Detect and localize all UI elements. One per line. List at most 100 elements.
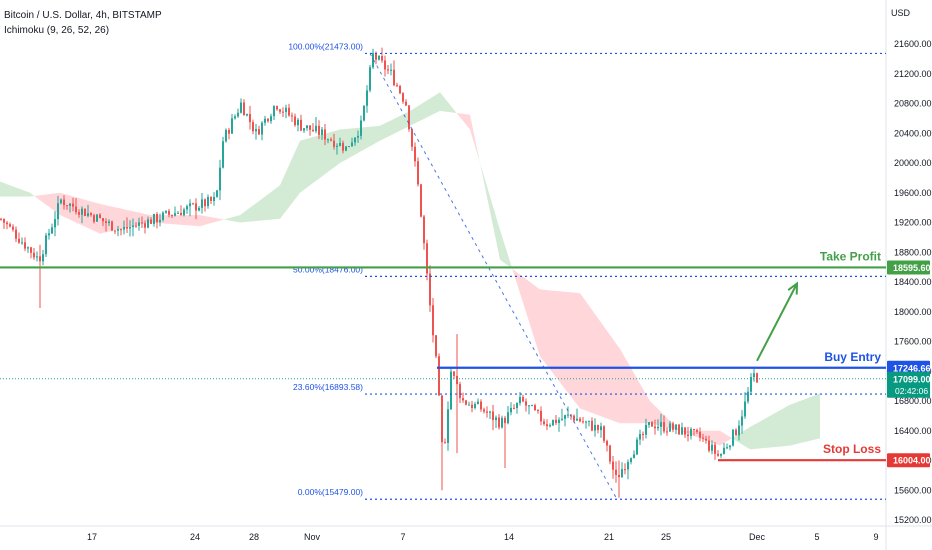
candle-body <box>483 409 485 412</box>
candle-body <box>144 223 146 228</box>
candle-body <box>519 397 521 404</box>
candle-body <box>147 219 149 228</box>
fib-level-label: 100.00%(21473.00) <box>288 41 363 51</box>
candle-body <box>369 67 371 91</box>
candle-body <box>561 418 563 420</box>
price-tick-label: 20800.00 <box>894 99 932 109</box>
price-tick-label: 15600.00 <box>894 485 932 495</box>
candle <box>630 457 632 465</box>
candle-body <box>78 212 80 215</box>
candle-body <box>3 218 5 223</box>
indicator-label[interactable]: Ichimoku (9, 26, 52, 26) <box>4 25 110 36</box>
candle-body <box>297 119 299 126</box>
candle <box>111 220 113 232</box>
candle <box>408 104 410 132</box>
last-price-tag: 17099.00 <box>893 374 931 384</box>
stop-loss-price-tag-bg <box>887 453 930 468</box>
candle <box>327 138 329 144</box>
candle-body <box>129 227 131 229</box>
candle-body <box>342 142 344 151</box>
candle-body <box>582 421 584 423</box>
candle <box>324 124 326 146</box>
price-tick-label: 19200.00 <box>894 218 932 228</box>
candle-body <box>453 371 455 376</box>
candle <box>3 218 5 229</box>
candle <box>483 407 485 414</box>
candle-body <box>126 227 128 229</box>
candle <box>183 207 185 217</box>
candle <box>126 217 128 234</box>
candle-body <box>402 93 404 102</box>
price-tick-label: 18400.00 <box>894 277 932 287</box>
candle-body <box>27 247 29 249</box>
candle-body <box>366 90 368 106</box>
candle <box>9 222 11 228</box>
candle-body <box>306 125 308 129</box>
candle-body <box>30 247 32 253</box>
candle <box>756 372 758 383</box>
candle <box>699 427 701 442</box>
price-tick-label: 20000.00 <box>894 158 932 168</box>
candle-body <box>114 230 116 232</box>
candle <box>666 427 668 436</box>
candle <box>507 406 509 425</box>
candle <box>525 398 527 412</box>
candle <box>411 128 413 152</box>
candle-body <box>408 105 410 130</box>
candle <box>360 115 362 140</box>
candle <box>264 115 266 126</box>
candle <box>120 228 122 236</box>
ichimoku-cloud-segment <box>34 192 222 234</box>
candle-body <box>333 140 335 147</box>
price-tick-label: 21200.00 <box>894 69 932 79</box>
candle <box>258 125 260 135</box>
last-price-tag-bg <box>887 371 930 398</box>
candle-body <box>345 146 347 151</box>
candle <box>738 420 740 441</box>
projection-arrow-head <box>787 281 799 295</box>
candle <box>105 218 107 232</box>
candle <box>102 217 104 227</box>
candle <box>273 105 275 120</box>
candle-body <box>123 227 125 230</box>
candle-body <box>612 461 614 470</box>
candle-body <box>696 429 698 432</box>
candle <box>159 213 161 227</box>
candle <box>663 415 665 434</box>
candle <box>204 198 206 212</box>
candle <box>198 206 200 212</box>
candle <box>201 192 203 214</box>
candle-body <box>732 429 734 446</box>
candle <box>21 237 23 245</box>
candle-body <box>414 146 416 162</box>
candle-body <box>573 415 575 421</box>
candle-body <box>90 213 92 216</box>
candle-body <box>636 439 638 455</box>
time-tick-label: 7 <box>400 532 405 542</box>
candle-body <box>747 391 749 402</box>
candle <box>354 137 356 146</box>
candle-body <box>66 205 68 207</box>
candle <box>615 461 617 483</box>
candle <box>279 108 281 115</box>
currency-label: USD <box>890 8 910 18</box>
candle-body <box>33 252 35 258</box>
candle <box>606 439 608 452</box>
candle-body <box>444 442 446 444</box>
candle <box>687 426 689 442</box>
candle-body <box>387 69 389 71</box>
candle <box>609 444 611 465</box>
price-tick-label: 21600.00 <box>894 39 932 49</box>
candle-body <box>546 424 548 427</box>
candle <box>291 112 293 123</box>
candle <box>750 373 752 395</box>
candle-body <box>738 425 740 436</box>
candle <box>423 214 425 250</box>
candle <box>186 204 188 214</box>
candle <box>690 427 692 440</box>
candle-body <box>498 417 500 428</box>
ichimoku-cloud-segment <box>222 92 456 223</box>
candle <box>168 208 170 218</box>
candle-body <box>648 422 650 425</box>
